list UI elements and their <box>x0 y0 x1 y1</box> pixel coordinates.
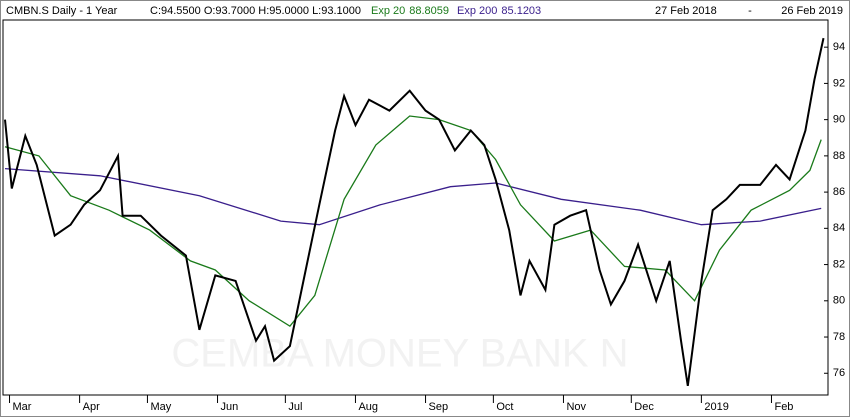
legend-value: 85.1203 <box>501 5 541 17</box>
chart-title: CMBN.S Daily - 1 Year <box>6 5 118 17</box>
y-tick-label: 94 <box>833 41 845 53</box>
legend-name: Exp 20 <box>371 5 405 17</box>
y-tick-label: 90 <box>833 114 845 126</box>
y-tick-label: 80 <box>833 295 845 307</box>
y-tick-label: 78 <box>833 331 845 343</box>
x-tick-label: Mar <box>13 401 32 413</box>
x-tick-label: 2019 <box>704 401 728 413</box>
date-sep: - <box>748 5 752 17</box>
date-to: 26 Feb 2019 <box>781 5 843 17</box>
x-tick-label: Oct <box>496 401 513 413</box>
legend-name: Exp 200 <box>457 5 497 17</box>
y-tick-label: 86 <box>833 186 845 198</box>
y-tick-label: 76 <box>833 367 845 379</box>
watermark: CEMBA MONEY BANK N <box>171 332 628 376</box>
x-tick-label: Feb <box>774 401 793 413</box>
y-tick-label: 84 <box>833 222 845 234</box>
x-tick-label: Jun <box>221 401 239 413</box>
legend-value: 88.8059 <box>409 5 449 17</box>
x-tick-label: May <box>150 401 171 413</box>
plot-area <box>2 19 829 396</box>
ohlc: C:94.5500 O:93.7000 H:95.0000 L:93.1000 <box>150 5 361 17</box>
x-tick-label: Apr <box>83 401 100 413</box>
series-line <box>4 37 825 387</box>
y-tick-label: 82 <box>833 258 845 270</box>
x-tick-label: Aug <box>358 401 378 413</box>
x-tick-label: Nov <box>566 401 586 413</box>
x-tick-label: Dec <box>634 401 654 413</box>
x-tick-label: Sep <box>429 401 449 413</box>
y-tick-label: 92 <box>833 77 845 89</box>
y-tick-label: 88 <box>833 150 845 162</box>
x-tick-label: Jul <box>288 401 302 413</box>
series-line <box>4 167 822 226</box>
date-from: 27 Feb 2018 <box>655 5 717 17</box>
